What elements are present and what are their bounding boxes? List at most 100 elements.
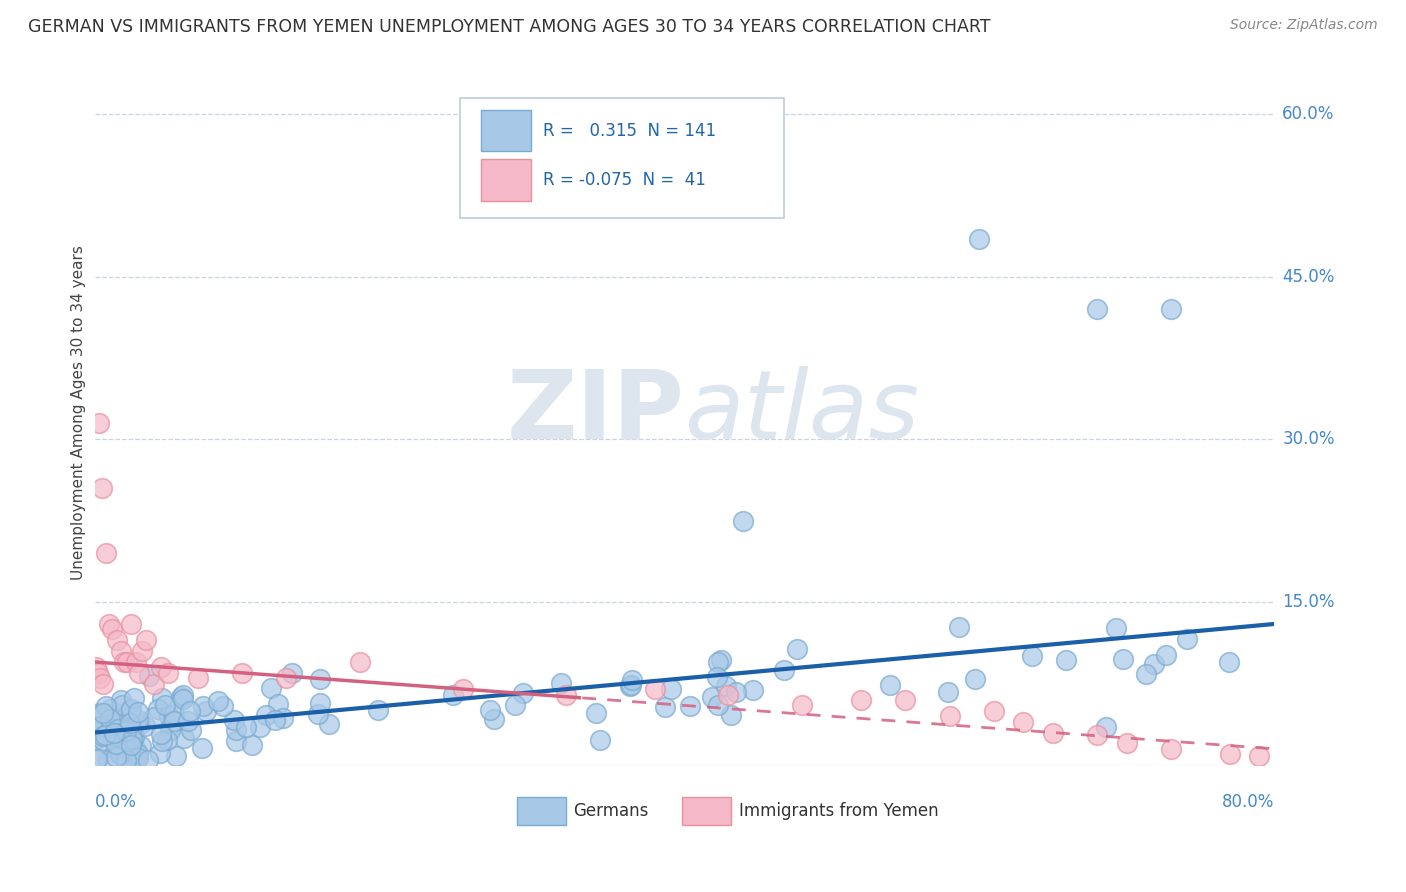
FancyBboxPatch shape <box>682 797 731 825</box>
Point <box>127 751 149 765</box>
Text: Immigrants from Yemen: Immigrants from Yemen <box>738 802 938 820</box>
Point <box>110 644 132 658</box>
Text: 80.0%: 80.0% <box>1222 793 1274 811</box>
Point <box>172 691 194 706</box>
Point <box>1085 302 1108 317</box>
Point <box>792 698 814 713</box>
Point <box>110 693 132 707</box>
FancyBboxPatch shape <box>481 110 531 152</box>
Point <box>115 655 138 669</box>
Point <box>710 653 733 667</box>
Point <box>318 717 340 731</box>
Point <box>1021 648 1043 663</box>
Point <box>111 717 134 731</box>
Point <box>91 481 114 495</box>
Point <box>159 723 181 738</box>
Point <box>89 719 111 733</box>
Point <box>89 708 111 723</box>
Point <box>260 681 283 695</box>
Point <box>733 514 755 528</box>
Point <box>163 706 186 721</box>
Point <box>619 679 641 693</box>
Point <box>124 743 146 757</box>
Point <box>86 752 108 766</box>
Point <box>503 698 526 713</box>
Point <box>103 726 125 740</box>
Point <box>111 698 134 713</box>
Point <box>706 698 728 713</box>
Point <box>1056 653 1078 667</box>
Point <box>131 644 153 658</box>
Point <box>124 753 146 767</box>
Point <box>707 655 730 669</box>
Point <box>94 728 117 742</box>
Point <box>142 676 165 690</box>
Point <box>120 724 142 739</box>
Point <box>482 712 505 726</box>
Point <box>191 741 214 756</box>
Point <box>150 690 173 705</box>
Point <box>1160 741 1182 756</box>
Point <box>120 617 142 632</box>
Point <box>1160 302 1182 317</box>
Point <box>146 702 169 716</box>
Point <box>235 720 257 734</box>
Point <box>180 723 202 737</box>
Point <box>157 665 180 680</box>
Point <box>1143 657 1166 672</box>
Point <box>111 707 134 722</box>
Point <box>87 416 110 430</box>
Point <box>120 702 142 716</box>
Point <box>894 693 917 707</box>
Point <box>84 753 107 767</box>
Point <box>1218 655 1240 669</box>
Point <box>108 725 131 739</box>
Point <box>121 731 143 746</box>
Point <box>142 710 165 724</box>
Point <box>125 655 148 669</box>
Point <box>724 684 747 698</box>
Point <box>478 703 501 717</box>
Point <box>307 707 329 722</box>
Point <box>1156 648 1178 662</box>
Point <box>1175 632 1198 646</box>
FancyBboxPatch shape <box>481 159 531 201</box>
Point <box>97 728 120 742</box>
Y-axis label: Unemployment Among Ages 30 to 34 years: Unemployment Among Ages 30 to 34 years <box>72 245 86 580</box>
Point <box>110 747 132 762</box>
Point <box>849 693 872 707</box>
Point <box>153 698 176 712</box>
Point <box>91 706 114 721</box>
Point <box>150 734 173 748</box>
Point <box>1135 666 1157 681</box>
Point <box>441 688 464 702</box>
Point <box>87 706 110 720</box>
Point <box>118 735 141 749</box>
Text: Germans: Germans <box>574 802 648 820</box>
Point <box>773 663 796 677</box>
Point <box>254 708 277 723</box>
Point <box>105 750 128 764</box>
Point <box>267 697 290 711</box>
Point <box>86 665 108 680</box>
Point <box>159 709 181 723</box>
Point <box>249 720 271 734</box>
Point <box>589 732 612 747</box>
Point <box>309 696 332 710</box>
Point <box>1111 652 1133 666</box>
Point <box>117 734 139 748</box>
Text: 60.0%: 60.0% <box>1282 105 1334 123</box>
Point <box>172 689 194 703</box>
Point <box>1249 749 1271 764</box>
Point <box>117 741 139 756</box>
Point <box>786 642 808 657</box>
Point <box>100 712 122 726</box>
Point <box>138 668 160 682</box>
Point <box>585 706 607 721</box>
Point <box>122 691 145 706</box>
Point <box>118 715 141 730</box>
Point <box>124 730 146 744</box>
Point <box>98 702 121 716</box>
FancyBboxPatch shape <box>517 797 567 825</box>
Point <box>700 690 723 704</box>
